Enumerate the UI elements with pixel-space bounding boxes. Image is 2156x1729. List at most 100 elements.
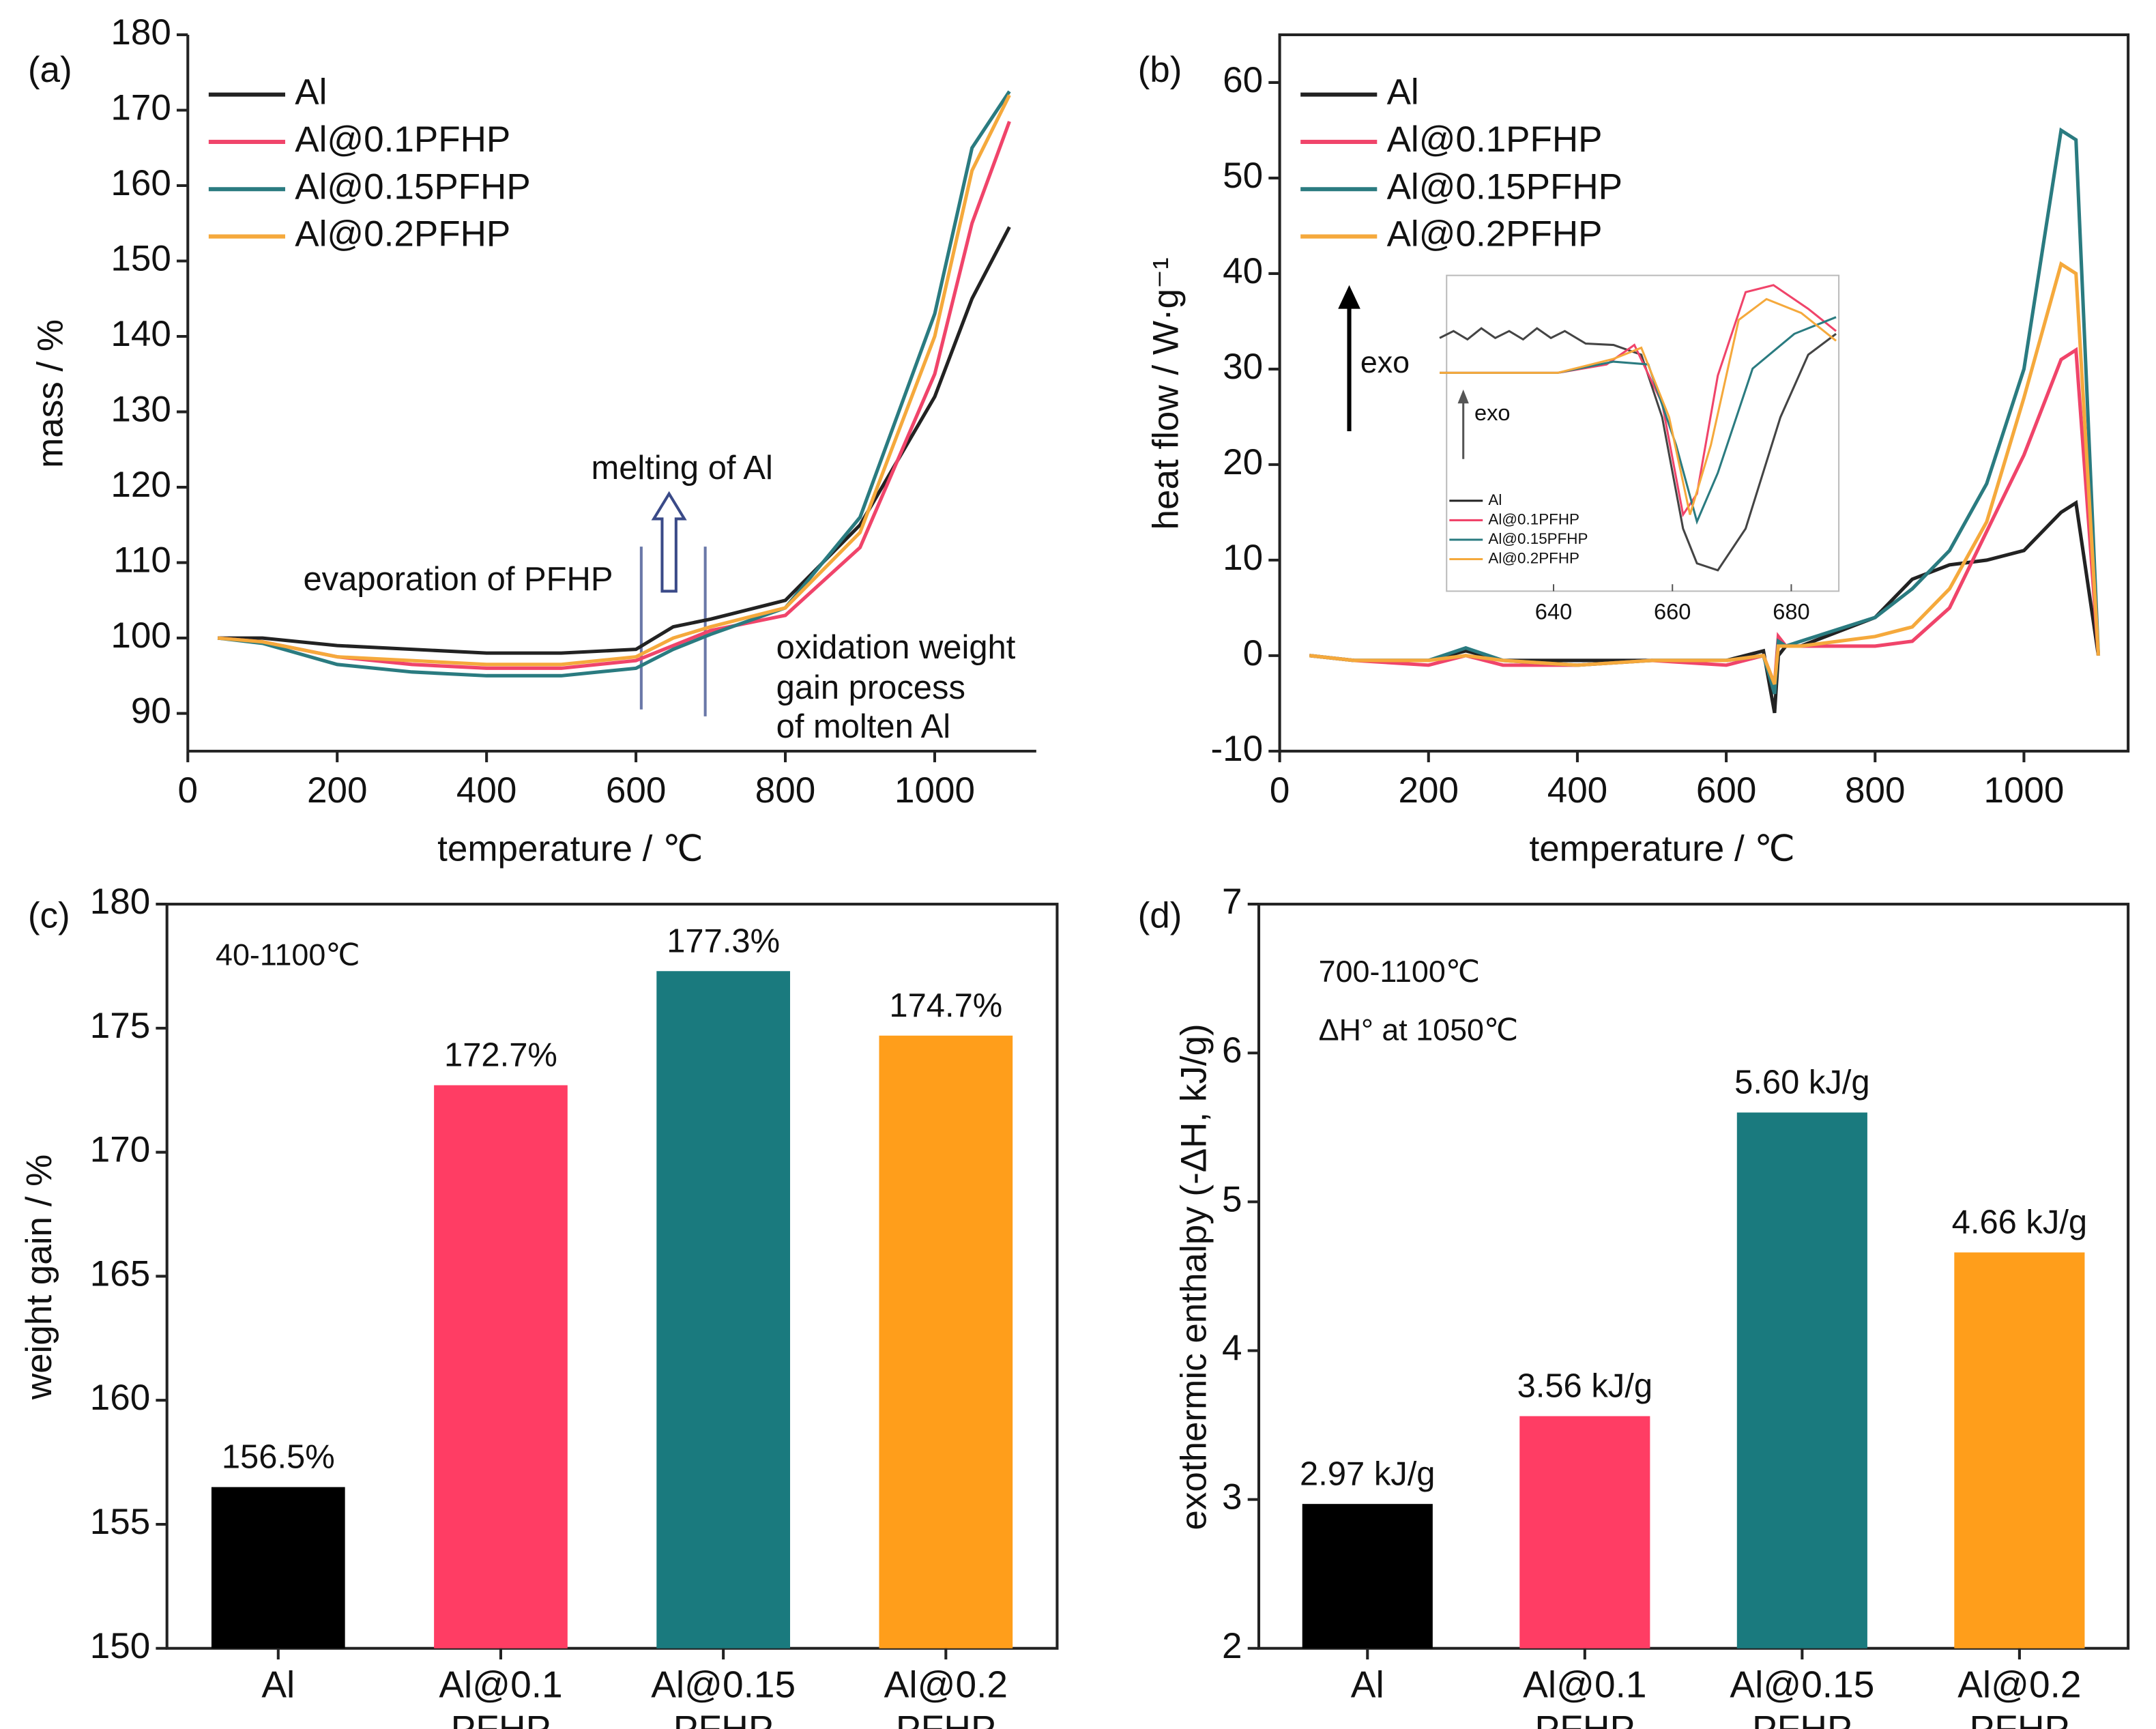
y-tick-label: 90 [131,691,171,731]
legend-label: Al@0.15PFHP [1387,166,1622,207]
y-tick-label: 100 [111,615,171,656]
x-tick-label: PFHP [1752,1708,1852,1729]
y-tick-label: 50 [1223,156,1263,196]
x-tick-label: Al@0.1 [439,1663,562,1705]
inset-curve [1440,284,1837,518]
y-tick-label: 10 [1223,538,1263,578]
x-tick-label: PFHP [451,1708,551,1729]
series-line [217,94,1011,667]
melting-arrow [651,491,687,593]
y-tick-label: 0 [1243,633,1263,673]
x-tick-label: 800 [755,770,815,811]
x-axis-label: temperature / ℃ [437,829,703,869]
annotation: exo [1474,400,1511,425]
annotation: of molten Al [776,708,951,745]
x-axis-label: temperature / ℃ [1529,829,1794,869]
y-tick-label: 150 [90,1626,150,1666]
x-tick-label: Al@0.2 [884,1663,1008,1705]
legend-label: Al@0.1PFHP [295,119,510,160]
inset-curve [1440,297,1837,515]
x-tick-label: 200 [307,770,367,811]
x-tick-label: Al@0.15 [1730,1663,1874,1705]
panel-label: (d) [1138,895,1182,935]
inset-legend-label: Al@0.15PFHP [1488,530,1588,547]
y-tick-label: 20 [1223,442,1263,482]
y-tick-label: 130 [111,390,171,430]
value-label: 156.5% [222,1439,335,1476]
value-label: 177.3% [667,922,780,959]
x-tick-label: PFHP [1534,1708,1635,1729]
y-tick-label: 7 [1222,882,1242,922]
x-tick-label: 800 [1845,770,1905,811]
value-label: 3.56 kJ/g [1517,1368,1652,1405]
value-label: 172.7% [444,1037,557,1074]
x-tick-label: 0 [1270,770,1290,811]
y-tick-label: 170 [111,87,171,128]
inset-legend-label: Al@0.2PFHP [1488,549,1579,566]
bar [1736,1112,1867,1648]
exo-arrowhead [1338,285,1360,309]
bar [1302,1504,1433,1648]
y-tick-label: 6 [1222,1030,1242,1071]
inset-x-tick-label: 680 [1773,599,1809,624]
y-axis-label: mass / % [31,319,71,468]
series-line [1309,127,2101,695]
x-tick-label: 400 [1547,770,1607,811]
bar [656,971,791,1648]
y-tick-label: 180 [111,12,171,53]
y-tick-label: 120 [111,465,171,505]
panel-label: (c) [28,895,70,935]
series-line [218,226,1011,655]
legend-label: Al [295,72,327,113]
inset-curve [1439,327,1837,572]
inset-x-tick-label: 640 [1535,599,1572,624]
inset-legend-label: Al [1488,491,1502,508]
y-tick-label: 170 [90,1130,150,1170]
y-tick-label: 40 [1223,251,1263,291]
x-tick-label: 200 [1399,770,1459,811]
x-tick-label: 600 [1696,770,1756,811]
annotation: oxidation weight [776,629,1016,666]
y-tick-label: 150 [111,239,171,279]
x-tick-label: Al@0.1 [1523,1663,1646,1705]
y-tick-label: 180 [90,882,150,922]
x-tick-label: 1000 [894,770,975,811]
value-label: 5.60 kJ/g [1734,1064,1869,1101]
legend-label: Al [1387,72,1419,113]
bar [434,1085,568,1648]
y-tick-label: 4 [1222,1328,1242,1368]
annotation: melting of Al [591,450,772,486]
legend-label: Al@0.2PFHP [295,214,510,255]
legend-label: Al@0.1PFHP [1387,119,1603,160]
x-tick-label: 0 [178,770,198,811]
bar [1519,1416,1650,1648]
x-tick-label: Al@0.2 [1957,1663,2081,1705]
legend-label: Al@0.2PFHP [1387,214,1603,255]
annotation: exo [1360,345,1410,379]
plot-frame [1278,33,2130,753]
y-tick-label: 2 [1222,1626,1242,1666]
inset-x-tick-label: 660 [1654,599,1691,624]
annotation: evaporation of PFHP [303,561,613,598]
annotation: 40-1100℃ [216,937,360,972]
panel-label: (a) [28,50,72,90]
annotation: ΔH° at 1050℃ [1319,1012,1519,1047]
annotation: 700-1100℃ [1319,954,1480,989]
inset-frame [1446,274,1840,592]
value-label: 174.7% [889,987,1002,1024]
y-tick-label: 160 [90,1378,150,1418]
panel-label: (b) [1138,50,1182,90]
x-tick-label: Al [261,1663,295,1705]
plot-frame [1257,903,2130,1650]
y-tick-label: 110 [113,540,171,581]
y-axis-label: weight gain / % [19,1154,59,1400]
bar [211,1487,345,1648]
x-tick-label: PFHP [896,1708,996,1729]
y-tick-label: 60 [1223,60,1263,100]
bar [1954,1252,2085,1648]
y-tick-label: 5 [1222,1179,1242,1219]
y-tick-label: 165 [90,1253,150,1294]
legend-label: Al@0.15PFHP [295,166,530,207]
y-tick-label: 155 [90,1502,150,1542]
